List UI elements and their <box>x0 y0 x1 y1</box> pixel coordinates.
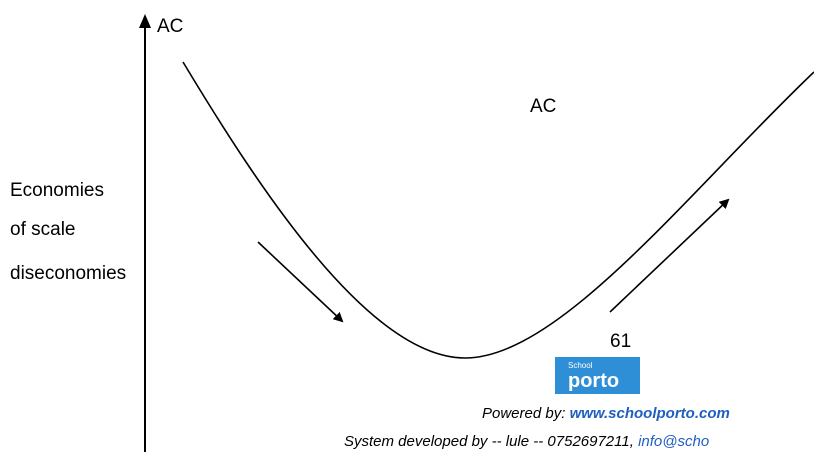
email[interactable]: info@scho <box>638 433 709 450</box>
y-axis-arrowhead <box>139 14 151 28</box>
ac-curve <box>182 61 814 359</box>
axis-label: AC <box>157 16 183 37</box>
powered-by-label: Powered by: <box>482 405 565 422</box>
annotation: Economies <box>10 180 104 201</box>
curve-label: AC <box>530 96 556 117</box>
developer-line: System developed by -- lule -- 075269721… <box>344 433 709 450</box>
annotation: diseconomies <box>10 263 126 284</box>
logo <box>555 357 640 394</box>
powered-by: Powered by: www.schoolporto.com <box>482 405 730 422</box>
logo-top: School <box>568 361 593 370</box>
logo-main: porto <box>568 370 619 392</box>
developer: System developed by -- lule -- 075269721… <box>344 433 638 450</box>
arrow <box>257 241 344 323</box>
arrow <box>609 198 730 313</box>
annotation: of scale <box>10 219 75 240</box>
powered-by-link[interactable]: www.schoolporto.com <box>570 405 730 422</box>
page-number: 61 <box>610 331 631 352</box>
